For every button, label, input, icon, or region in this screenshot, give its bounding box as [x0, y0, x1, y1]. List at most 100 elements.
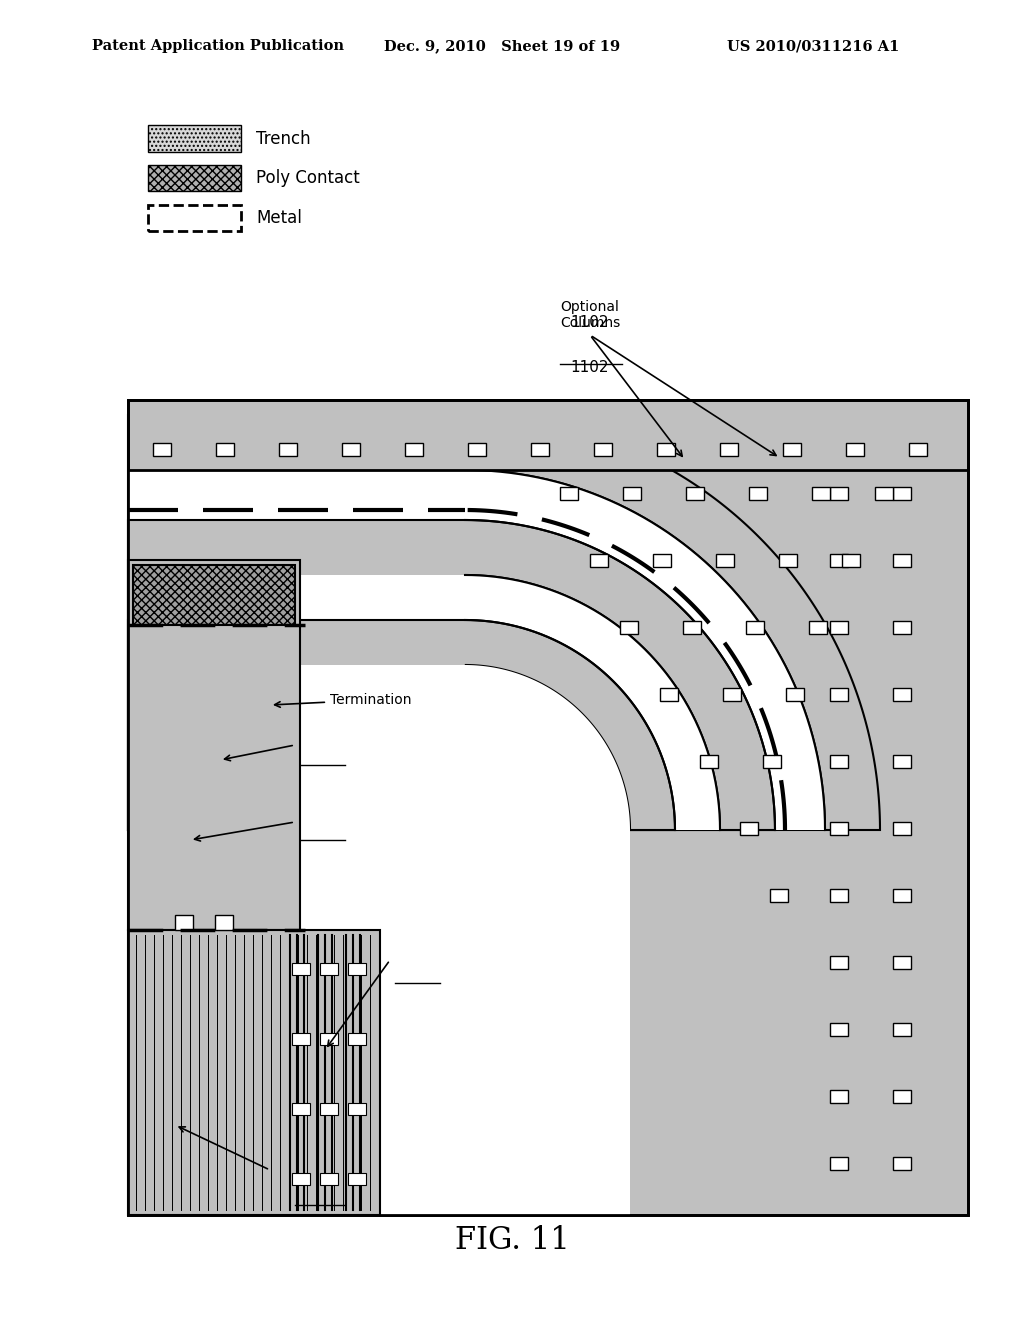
- Text: US 2010/0311216 A1: US 2010/0311216 A1: [727, 40, 899, 53]
- Bar: [812, 487, 830, 500]
- Polygon shape: [128, 665, 630, 1214]
- Bar: [893, 1090, 911, 1104]
- Bar: [128, 400, 968, 1214]
- Bar: [723, 688, 741, 701]
- Bar: [148, 165, 241, 191]
- Bar: [830, 755, 848, 768]
- Bar: [893, 755, 911, 768]
- Bar: [830, 1023, 848, 1036]
- Bar: [348, 1173, 366, 1185]
- Bar: [175, 915, 193, 931]
- Text: Trench: Trench: [256, 129, 310, 148]
- Text: Active Trenches: Active Trenches: [270, 1172, 379, 1185]
- Bar: [783, 444, 801, 455]
- Bar: [683, 620, 701, 634]
- Bar: [292, 1173, 310, 1185]
- Bar: [893, 1158, 911, 1170]
- Bar: [292, 1104, 310, 1115]
- Bar: [623, 487, 641, 500]
- Bar: [893, 822, 911, 836]
- Text: Optional
Columns: Optional Columns: [560, 300, 621, 330]
- Bar: [830, 487, 848, 500]
- Bar: [348, 1104, 366, 1115]
- Bar: [809, 620, 827, 634]
- Bar: [746, 620, 764, 634]
- Bar: [348, 964, 366, 975]
- Bar: [342, 444, 360, 455]
- Bar: [830, 1090, 848, 1104]
- Text: 1132: 1132: [300, 762, 339, 777]
- Text: Optional
Islands: Optional Islands: [300, 775, 358, 805]
- Bar: [786, 688, 804, 701]
- Bar: [292, 1034, 310, 1045]
- Polygon shape: [128, 520, 775, 830]
- Bar: [830, 956, 848, 969]
- Text: Poly Contact: Poly Contact: [256, 169, 359, 187]
- Bar: [909, 444, 927, 455]
- Bar: [893, 620, 911, 634]
- Bar: [720, 444, 738, 455]
- Bar: [216, 444, 234, 455]
- Text: 1106: 1106: [395, 979, 433, 995]
- Bar: [716, 554, 734, 568]
- Bar: [779, 554, 797, 568]
- Text: 1104: 1104: [300, 837, 339, 851]
- Bar: [830, 888, 848, 902]
- Bar: [686, 487, 705, 500]
- Bar: [590, 554, 608, 568]
- Polygon shape: [128, 470, 825, 830]
- Bar: [846, 444, 864, 455]
- Bar: [128, 560, 300, 931]
- Bar: [660, 688, 678, 701]
- Bar: [153, 444, 171, 455]
- Bar: [215, 915, 233, 931]
- Bar: [893, 554, 911, 568]
- Text: 1102: 1102: [570, 280, 609, 330]
- Bar: [406, 444, 423, 455]
- Bar: [128, 931, 380, 1214]
- Bar: [893, 487, 911, 500]
- Bar: [893, 688, 911, 701]
- Bar: [148, 205, 241, 231]
- Bar: [893, 956, 911, 969]
- Bar: [319, 1173, 338, 1185]
- Text: Metal: Metal: [256, 209, 302, 227]
- Bar: [279, 444, 297, 455]
- Bar: [830, 822, 848, 836]
- Bar: [319, 964, 338, 975]
- Bar: [620, 620, 638, 634]
- Bar: [830, 688, 848, 701]
- Bar: [128, 400, 968, 1214]
- Text: 1102: 1102: [570, 360, 609, 375]
- Text: Gate
Runner: Gate Runner: [300, 700, 349, 730]
- Bar: [468, 444, 486, 455]
- Polygon shape: [128, 620, 675, 830]
- Bar: [292, 964, 310, 975]
- Bar: [133, 565, 295, 624]
- Bar: [531, 444, 549, 455]
- Bar: [653, 554, 671, 568]
- Polygon shape: [128, 576, 720, 830]
- Bar: [830, 620, 848, 634]
- Bar: [740, 822, 758, 836]
- Bar: [893, 1023, 911, 1036]
- Text: Termination: Termination: [274, 693, 412, 708]
- Polygon shape: [128, 414, 880, 830]
- Bar: [874, 487, 893, 500]
- Text: Dec. 9, 2010   Sheet 19 of 19: Dec. 9, 2010 Sheet 19 of 19: [384, 40, 621, 53]
- Bar: [830, 1158, 848, 1170]
- Bar: [594, 444, 612, 455]
- Bar: [700, 755, 718, 768]
- Bar: [319, 1034, 338, 1045]
- Bar: [842, 554, 860, 568]
- Bar: [770, 888, 788, 902]
- Bar: [657, 444, 675, 455]
- FancyBboxPatch shape: [148, 125, 241, 152]
- Text: 1110: 1110: [295, 1203, 334, 1217]
- Text: FIG. 11: FIG. 11: [455, 1225, 569, 1257]
- Bar: [560, 487, 578, 500]
- Bar: [893, 888, 911, 902]
- Bar: [763, 755, 781, 768]
- Bar: [319, 1104, 338, 1115]
- Bar: [348, 1034, 366, 1045]
